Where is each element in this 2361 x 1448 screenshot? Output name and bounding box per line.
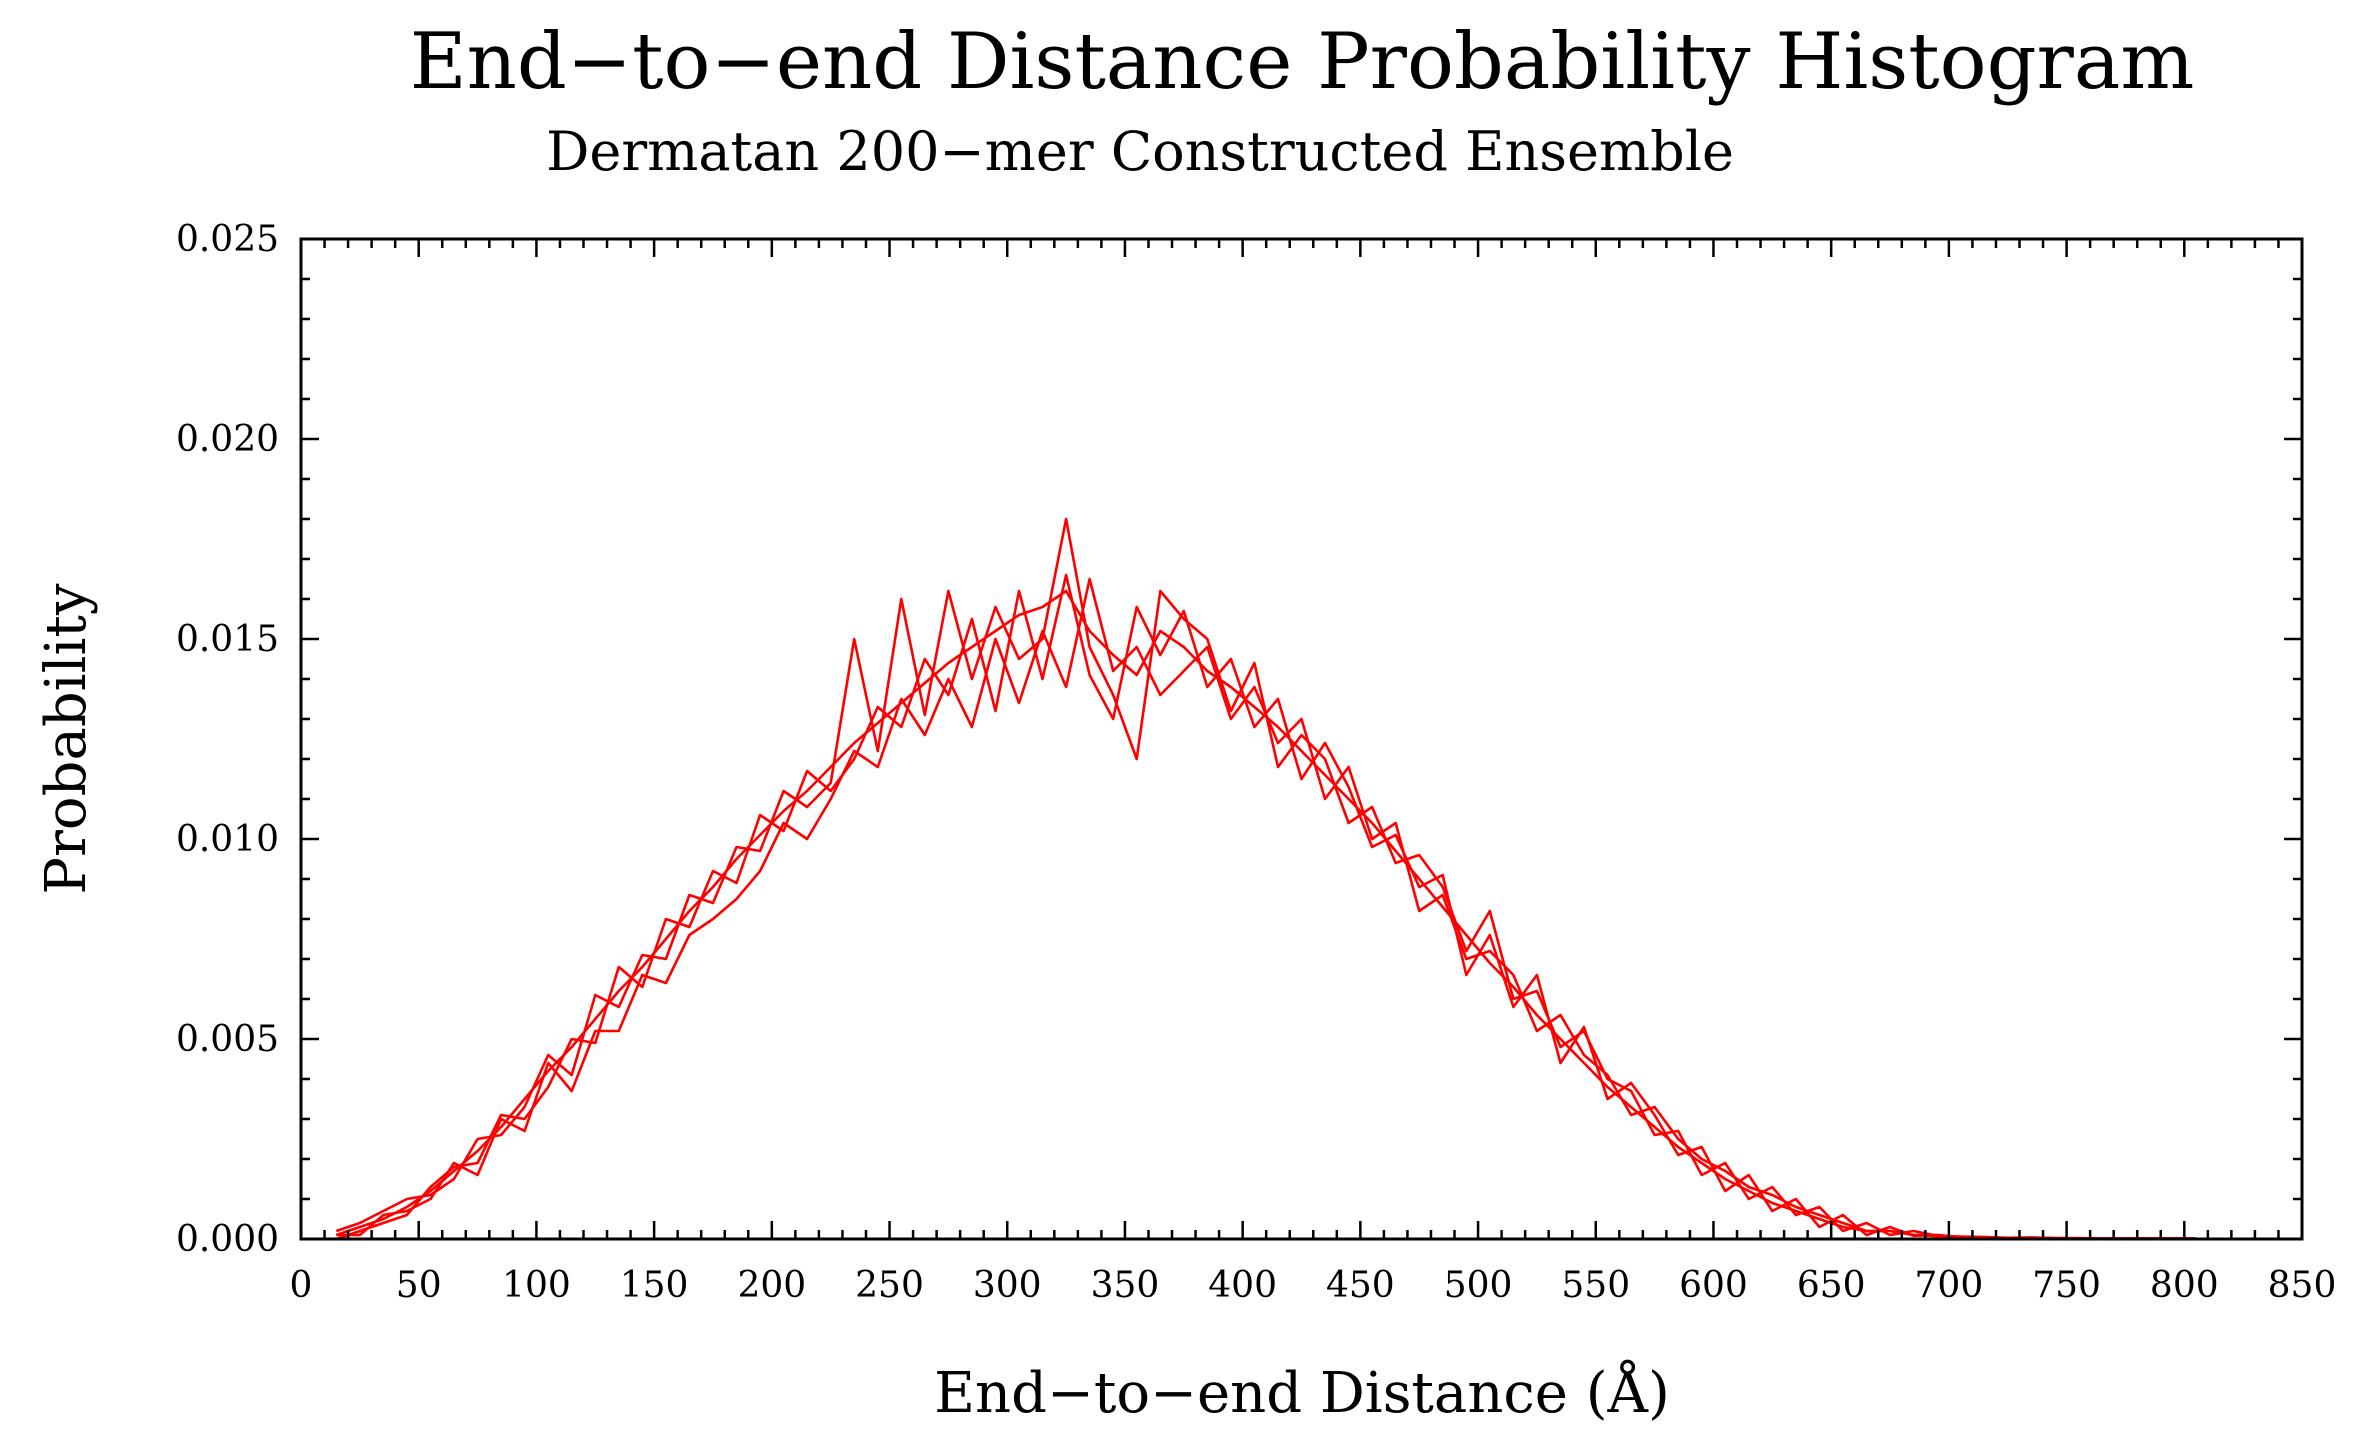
x-tick-label: 800 bbox=[2150, 1265, 2219, 1306]
x-tick-label: 300 bbox=[973, 1265, 1042, 1306]
y-tick-labels: 0.000 0.005 0.010 0.015 0.020 0.025 bbox=[176, 219, 279, 1260]
x-tick-label: 650 bbox=[1797, 1265, 1866, 1306]
y-tick-label: 0.000 bbox=[176, 1219, 279, 1260]
x-tick-label: 600 bbox=[1679, 1265, 1748, 1306]
x-tick-label: 350 bbox=[1091, 1265, 1160, 1306]
series-line-1 bbox=[335, 589, 2197, 1240]
y-tick-label: 0.020 bbox=[176, 419, 279, 460]
x-tick-label: 0 bbox=[290, 1265, 313, 1306]
x-tick-label: 200 bbox=[737, 1265, 806, 1306]
x-tick-label: 750 bbox=[2032, 1265, 2101, 1306]
y-tick-label: 0.015 bbox=[176, 619, 279, 660]
series-line-2 bbox=[335, 517, 2197, 1240]
x-tick-label: 400 bbox=[1208, 1265, 1277, 1306]
x-tick-label: 50 bbox=[396, 1265, 442, 1306]
series-line-4 bbox=[336, 577, 2197, 1240]
x-axis-title: End−to−end Distance (Å) bbox=[934, 1359, 1670, 1426]
x-tick-label: 550 bbox=[1561, 1265, 1630, 1306]
y-tick-label: 0.010 bbox=[176, 819, 279, 860]
chart-title: End−to−end Distance Probability Histogra… bbox=[410, 17, 2195, 107]
plot-frame bbox=[299, 237, 2304, 1241]
y-tick-label: 0.005 bbox=[176, 1019, 279, 1060]
x-tick-label: 500 bbox=[1444, 1265, 1513, 1306]
plot-lines bbox=[335, 517, 2197, 1241]
x-tick-label: 100 bbox=[502, 1265, 571, 1306]
x-tick-label: 450 bbox=[1326, 1265, 1395, 1306]
chart-subtitle: Dermatan 200−mer Constructed Ensemble bbox=[546, 120, 1734, 183]
y-axis-title: Probability bbox=[34, 583, 99, 894]
x-tick-label: 850 bbox=[2268, 1265, 2337, 1306]
y-tick-label: 0.025 bbox=[176, 219, 279, 260]
tick-marks bbox=[299, 237, 2304, 1241]
x-tick-label: 150 bbox=[620, 1265, 689, 1306]
x-tick-label: 700 bbox=[1915, 1265, 1984, 1306]
x-tick-labels: 0 50 100 150 200 250 300 350 400 450 500 550 600 650 7… bbox=[290, 1265, 2337, 1306]
series-line-3 bbox=[335, 573, 2197, 1241]
x-tick-label: 250 bbox=[855, 1265, 924, 1306]
